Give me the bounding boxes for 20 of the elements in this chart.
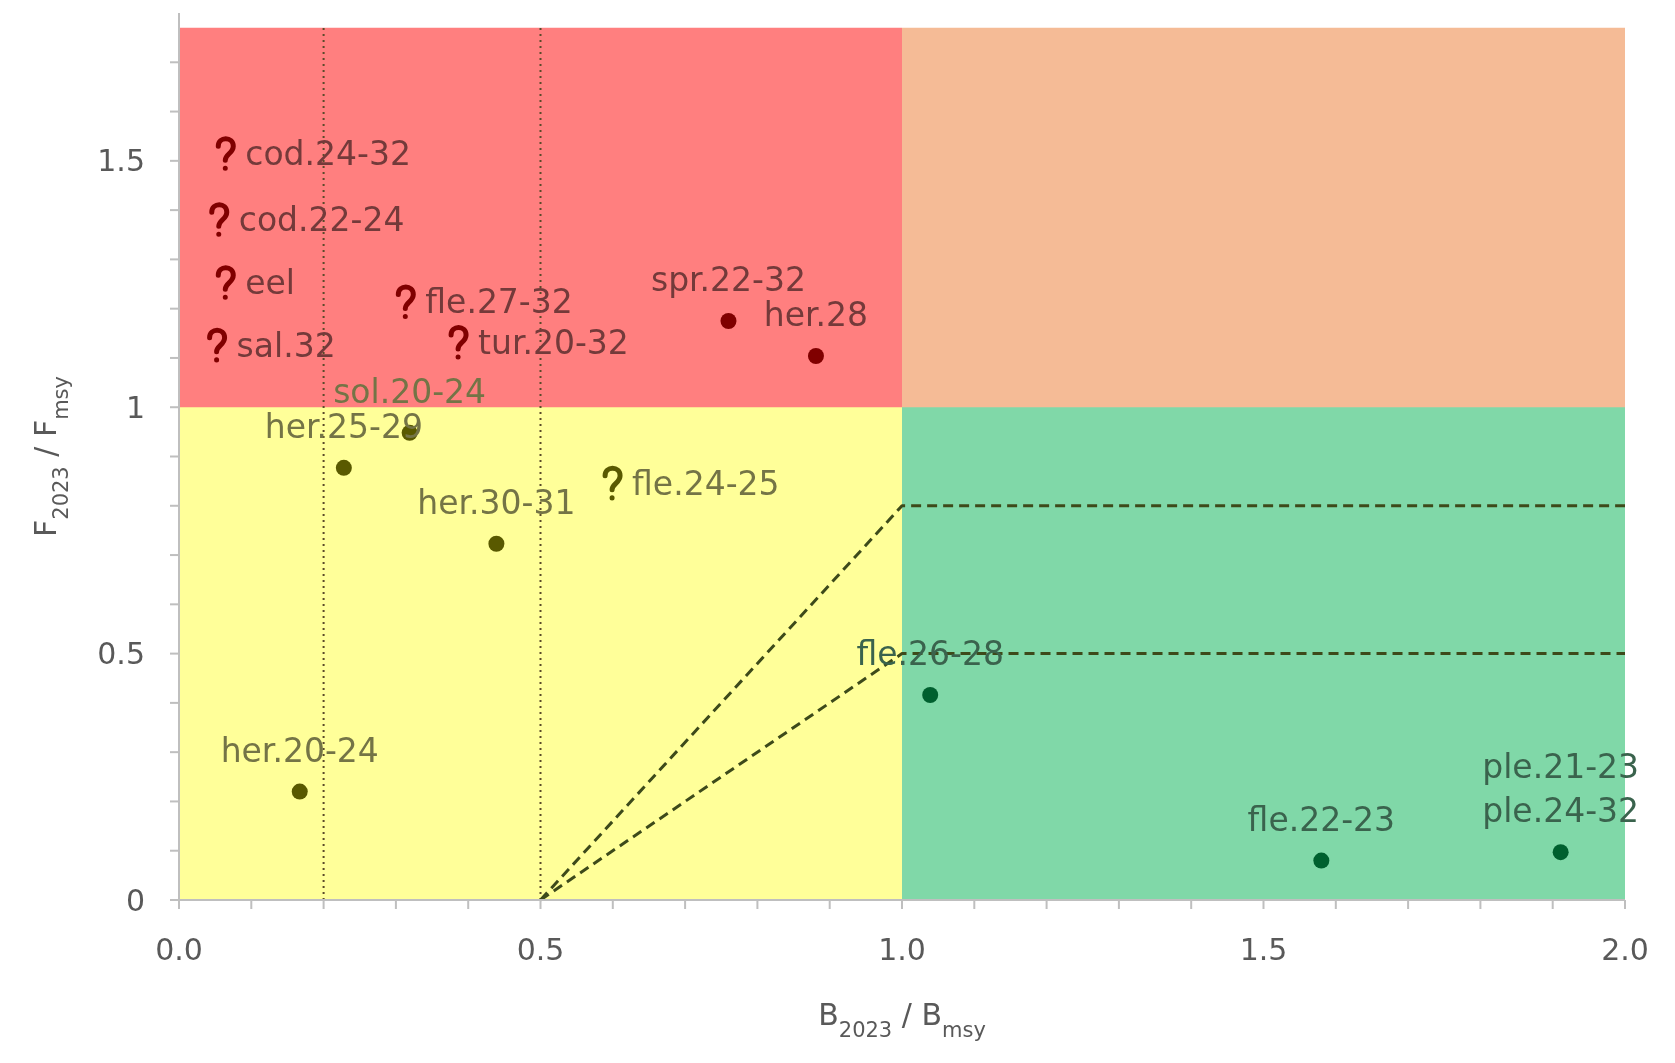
- annotation: her.20-24: [220, 730, 379, 770]
- y-tick-label: 1.5: [97, 143, 145, 179]
- x-axis-title: B$_{2023}$ / B$_{msy}$: [818, 997, 986, 1042]
- annotation: fle.27-32: [425, 282, 573, 322]
- y-tick-label: 0: [125, 882, 145, 918]
- annotation: sal.32: [236, 325, 336, 365]
- y-tick-label: 1: [125, 389, 145, 425]
- y-tick-label: 0.5: [97, 636, 145, 672]
- annotation: cod.24-32: [245, 133, 411, 173]
- annotation: fle.24-25: [632, 463, 780, 503]
- annotation: cod.22-24: [238, 200, 405, 240]
- x-tick-label: 0.0: [155, 932, 203, 967]
- annotation: her.30-31: [417, 482, 576, 522]
- x-tick-label: 1.0: [878, 932, 926, 967]
- annotation: fle.22-23: [1247, 799, 1396, 839]
- x-tick-label: 2.0: [1601, 932, 1649, 967]
- annotation: tur.20-32: [478, 322, 629, 362]
- x-tick-label: 1.5: [1239, 932, 1288, 967]
- x-tick-label: 0.5: [516, 932, 565, 967]
- annotation: eel: [245, 263, 296, 303]
